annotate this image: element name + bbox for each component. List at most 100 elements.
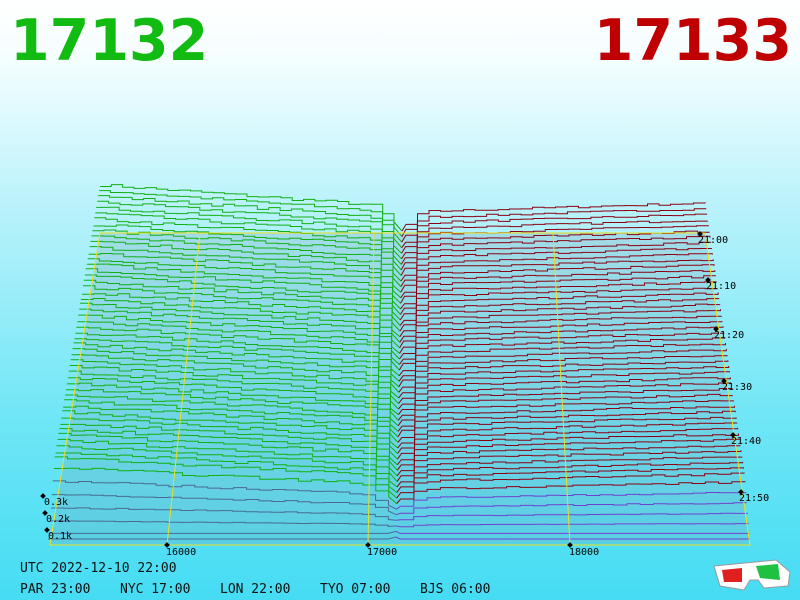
ask-depth-line [396, 502, 747, 516]
ask-depth-line [396, 472, 745, 499]
depth-tick-label: 0.1k [48, 531, 72, 542]
ask-depth-line [398, 343, 726, 371]
bid-depth-line [83, 285, 401, 332]
utc-time: UTC 2022-12-10 22:00 [20, 561, 177, 576]
time-tick-label: 21:30 [722, 382, 752, 393]
city-time: TYO 07:00 [320, 582, 390, 597]
bid-depth-line [75, 332, 400, 377]
ask-depth-line [398, 337, 726, 365]
bid-depth-line [95, 212, 402, 260]
bid-depth-line [96, 206, 402, 254]
bid-depth-line [76, 326, 400, 371]
depth-lines [48, 184, 750, 540]
city-time: BJS 06:00 [420, 582, 490, 597]
ask-depth-line [398, 348, 727, 377]
ask-depth-line [398, 360, 729, 388]
bid-depth-line [87, 258, 401, 304]
ask-depth-line [397, 393, 733, 421]
ask-depth-line [395, 536, 750, 540]
ask-depth-line [398, 377, 731, 404]
city-time: LON 22:00 [220, 582, 290, 597]
bid-depth-line [68, 370, 399, 415]
tick-dot [44, 527, 50, 533]
bid-depth-line [70, 359, 399, 404]
bid-depth-line [98, 195, 403, 243]
tick-dot [738, 489, 744, 495]
ask-depth-line [400, 253, 713, 282]
ask-depth-line [396, 450, 742, 477]
ask-depth-line [396, 445, 741, 471]
bid-depth-line [71, 354, 400, 399]
bid-depth-line [66, 389, 399, 432]
ask-depth-line [399, 287, 718, 315]
ask-depth-line [396, 481, 746, 504]
bid-depth-line [66, 382, 399, 427]
ask-depth-line [401, 220, 708, 248]
bid-depth-line [48, 536, 397, 540]
ask-depth-line [395, 530, 750, 534]
price-tick-label: 17000 [367, 547, 397, 558]
tick-dot [721, 378, 727, 384]
bid-depth-line [54, 456, 398, 499]
ask-depth-line [399, 321, 723, 349]
ask-depth-line [400, 270, 716, 299]
time-tick-label: 21:20 [714, 330, 744, 341]
bid-price: 17132 [10, 8, 208, 74]
ask-depth-line [396, 512, 748, 521]
bid-depth-line [91, 235, 402, 282]
time-tick-label: 21:50 [739, 493, 769, 504]
bid-depth-line [77, 321, 400, 365]
tick-dot [705, 277, 711, 283]
floor-grid [49, 232, 751, 546]
bid-depth-line [89, 246, 402, 293]
tick-dot [713, 326, 719, 332]
bid-depth-line [59, 428, 398, 471]
ask-depth-line [398, 366, 730, 393]
ask-depth-line [397, 416, 737, 443]
ask-depth-line [397, 410, 736, 438]
bid-depth-line [57, 438, 398, 482]
tick-dot [730, 432, 736, 438]
ask-depth-line [400, 259, 714, 287]
ask-depth-line [397, 438, 740, 466]
ask-depth-line [399, 315, 722, 343]
ask-depth-line [397, 422, 738, 449]
ask-depth-line [399, 303, 721, 332]
city-time: NYC 17:00 [120, 582, 190, 597]
ask-depth-line [399, 332, 725, 360]
price-tick-label: 18000 [569, 547, 599, 558]
bid-depth-line [93, 224, 402, 271]
ask-depth-line [400, 264, 715, 293]
bid-depth-line [67, 377, 399, 421]
bid-depth-line [52, 480, 397, 510]
bid-depth-line [84, 274, 401, 321]
tick-dot [164, 542, 170, 548]
bid-depth-line [60, 423, 398, 466]
bid-depth-line [72, 348, 400, 393]
ask-depth-line [397, 427, 739, 454]
bid-depth-line [56, 445, 398, 488]
ask-depth-line [398, 371, 730, 399]
ask-depth-line [400, 248, 712, 276]
ask-depth-line [400, 275, 717, 304]
bid-depth-line [65, 394, 399, 438]
bid-depth-line [88, 253, 402, 299]
ask-depth-line [400, 241, 712, 271]
bid-depth-line [97, 200, 403, 249]
ask-price: 17133 [594, 8, 792, 74]
ask-depth-line [401, 208, 707, 237]
3d-glasses-icon[interactable] [713, 559, 791, 591]
ask-depth-line [398, 382, 732, 410]
floor [50, 233, 750, 545]
ask-depth-line [396, 523, 749, 528]
ask-depth-line [396, 492, 747, 510]
bid-depth-line [53, 467, 398, 504]
ask-depth-line [400, 281, 717, 310]
bid-depth-line [81, 298, 401, 343]
axis-labels: 16000 17000 18000 0.1k 0.2k 0.3k 21:00 21:10 21:… [40, 231, 769, 558]
ask-depth-line [396, 461, 744, 488]
bid-depth-line [92, 229, 402, 276]
bid-depth-line [83, 279, 401, 326]
